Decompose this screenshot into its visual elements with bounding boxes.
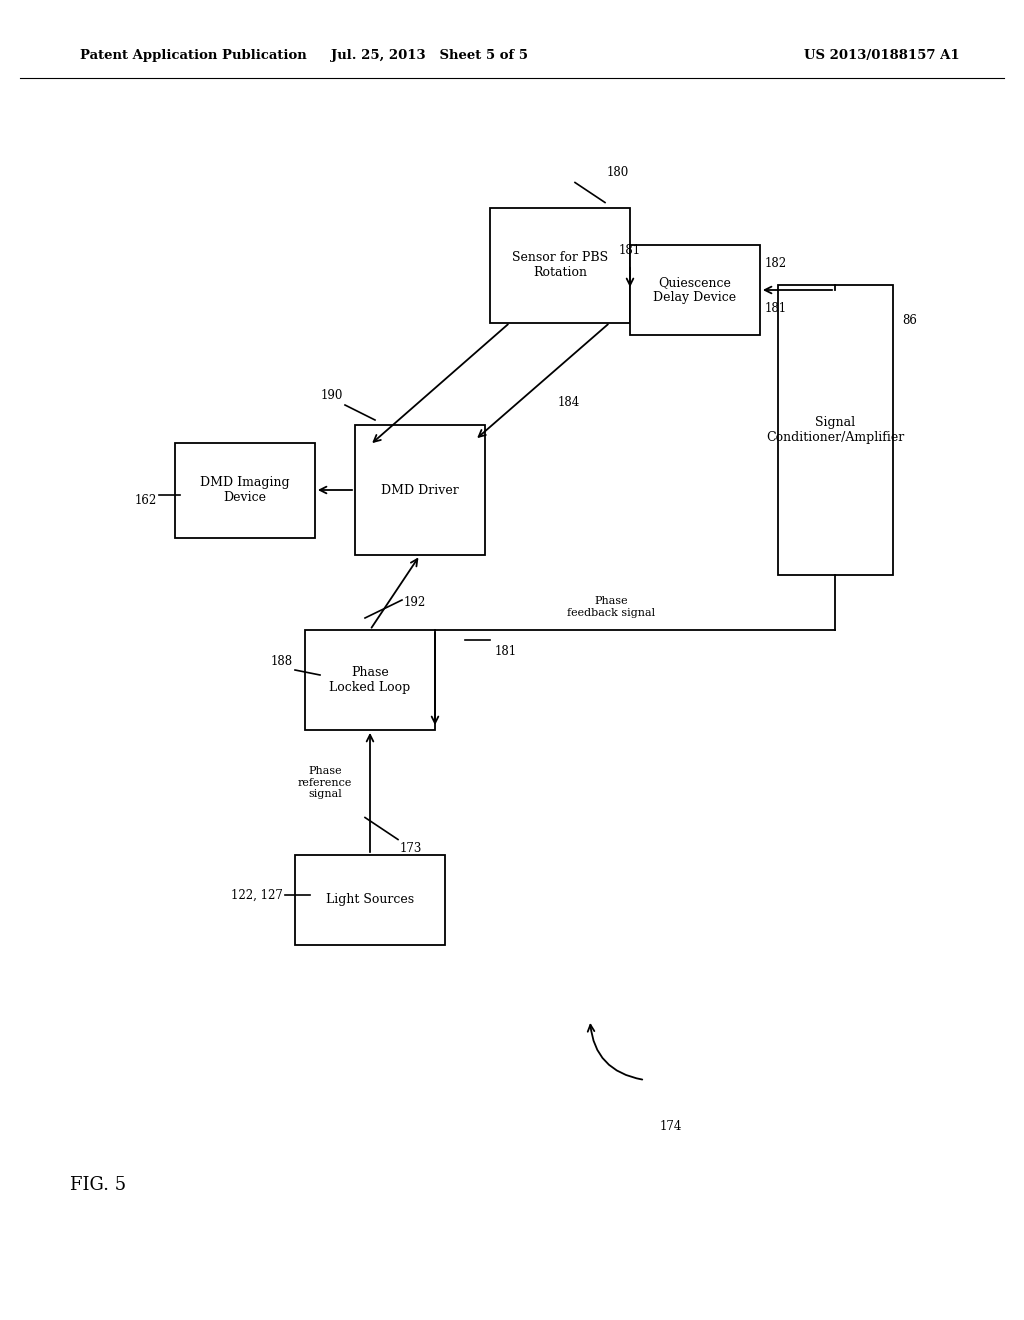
Text: 122, 127: 122, 127 [231, 888, 283, 902]
FancyArrowPatch shape [588, 1024, 642, 1080]
Text: FIG. 5: FIG. 5 [70, 1176, 126, 1195]
Text: Phase
reference
signal: Phase reference signal [298, 766, 352, 799]
Bar [490, 207, 630, 322]
Bar [305, 630, 435, 730]
Text: US 2013/0188157 A1: US 2013/0188157 A1 [805, 49, 961, 62]
Bar [777, 285, 893, 576]
Text: Quiescence
Delay Device: Quiescence Delay Device [653, 276, 736, 304]
Text: Light Sources: Light Sources [326, 894, 414, 907]
Text: Sensor for PBS
Rotation: Sensor for PBS Rotation [512, 251, 608, 279]
Text: 181: 181 [765, 302, 787, 315]
Text: 192: 192 [404, 597, 426, 609]
Text: 182: 182 [765, 257, 787, 271]
Bar [295, 855, 445, 945]
Text: Patent Application Publication: Patent Application Publication [80, 49, 307, 62]
Bar [355, 425, 485, 554]
Text: Phase
feedback signal: Phase feedback signal [567, 597, 655, 618]
Text: 181: 181 [618, 244, 641, 257]
Text: 184: 184 [557, 396, 580, 409]
Text: Jul. 25, 2013   Sheet 5 of 5: Jul. 25, 2013 Sheet 5 of 5 [332, 49, 528, 62]
Text: 180: 180 [607, 166, 630, 180]
Text: 162: 162 [135, 494, 157, 507]
Text: 86: 86 [902, 314, 918, 326]
Text: 181: 181 [495, 645, 517, 657]
Text: 188: 188 [271, 655, 293, 668]
Text: Phase
Locked Loop: Phase Locked Loop [330, 667, 411, 694]
Text: DMD Driver: DMD Driver [381, 483, 459, 496]
Text: 190: 190 [321, 389, 343, 403]
Bar [175, 442, 315, 537]
Text: DMD Imaging
Device: DMD Imaging Device [200, 477, 290, 504]
Bar [630, 246, 760, 335]
Text: 174: 174 [660, 1119, 682, 1133]
Text: Signal
Conditioner/Amplifier: Signal Conditioner/Amplifier [766, 416, 904, 444]
Text: 173: 173 [400, 842, 422, 855]
